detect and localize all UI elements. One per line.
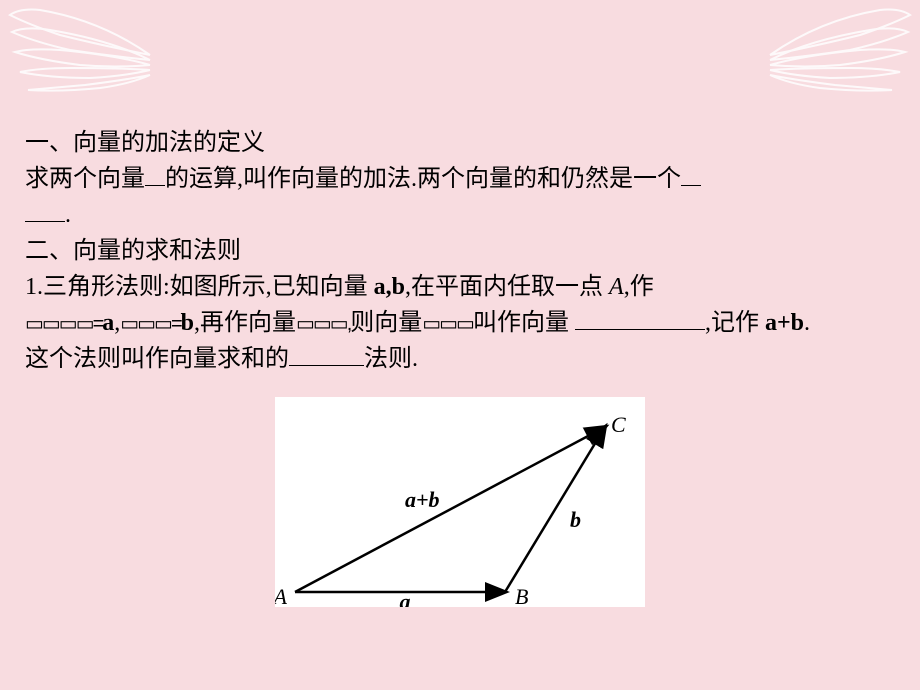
s2-l2-p2: 则向量 bbox=[350, 310, 422, 336]
s2-l1-p1: 1.三角形法则:如图所示,已知向量 bbox=[25, 274, 374, 300]
s2-l2-p4: ,记作 bbox=[705, 310, 765, 336]
section2-line3: 这个法则叫作向量求和的 法则. bbox=[25, 341, 895, 377]
wing-left-decoration bbox=[0, 0, 160, 110]
s1-l1-p1: 求两个向量 bbox=[25, 166, 145, 192]
s2-blank1 bbox=[575, 306, 705, 330]
s2-l2-p3: 叫作向量 bbox=[473, 310, 575, 336]
s2-l3-p2: 法则. bbox=[364, 346, 418, 372]
s1-blank2 bbox=[681, 162, 701, 186]
s1-blank1 bbox=[145, 162, 165, 186]
s2-vec3: ▭▭▭, bbox=[296, 309, 350, 339]
diagram-container: A B Ca b a+b bbox=[25, 397, 895, 607]
s2-vec4: ▭▭▭ bbox=[422, 309, 473, 339]
s2-vec1: ▭▭▭▭= bbox=[25, 309, 102, 339]
svg-text:B: B bbox=[515, 584, 528, 607]
s2-l1-ab: a,b bbox=[374, 274, 405, 300]
s2-l2-period: . bbox=[804, 310, 810, 336]
s2-b: b bbox=[181, 310, 194, 336]
svg-text:b: b bbox=[570, 507, 581, 532]
section2-line2: ▭▭▭▭=a,▭▭▭=b,再作向量▭▭▭,则向量▭▭▭叫作向量 ,记作 a+b. bbox=[25, 305, 895, 341]
s2-l1-A: A bbox=[609, 274, 624, 300]
s2-vec2: ▭▭▭= bbox=[120, 309, 180, 339]
s2-l2-p1: ,再作向量 bbox=[194, 310, 296, 336]
s2-l3-p1: 这个法则叫作向量求和的 bbox=[25, 346, 289, 372]
s1-period: . bbox=[65, 202, 71, 228]
triangle-diagram: A B Ca b a+b bbox=[275, 397, 645, 607]
s1-l1-p2: 的运算,叫作向量的加法.两个向量的和仍然是一个 bbox=[165, 166, 681, 192]
s2-l1-p2: ,在平面内任取一点 bbox=[405, 274, 609, 300]
s2-l1-p3: ,作 bbox=[624, 274, 654, 300]
section2-line1: 1.三角形法则:如图所示,已知向量 a,b,在平面内任取一点 A,作 bbox=[25, 269, 895, 305]
section2-heading: 二、向量的求和法则 bbox=[25, 233, 895, 269]
svg-text:a+b: a+b bbox=[405, 487, 440, 512]
wing-right-decoration bbox=[760, 0, 920, 110]
svg-text:a: a bbox=[400, 589, 411, 607]
s2-blank2 bbox=[289, 342, 364, 366]
s2-a: a bbox=[102, 310, 114, 336]
section1-line1: 求两个向量的运算,叫作向量的加法.两个向量的和仍然是一个 bbox=[25, 161, 895, 197]
svg-text:A: A bbox=[275, 584, 288, 607]
content-area: 一、向量的加法的定义 求两个向量的运算,叫作向量的加法.两个向量的和仍然是一个 … bbox=[25, 125, 895, 607]
section1-heading: 一、向量的加法的定义 bbox=[25, 125, 895, 161]
s2-aplusb: a+b bbox=[765, 310, 804, 336]
svg-text:C: C bbox=[611, 412, 626, 437]
section1-line2: . bbox=[25, 197, 895, 233]
s1-blank3 bbox=[25, 198, 65, 222]
